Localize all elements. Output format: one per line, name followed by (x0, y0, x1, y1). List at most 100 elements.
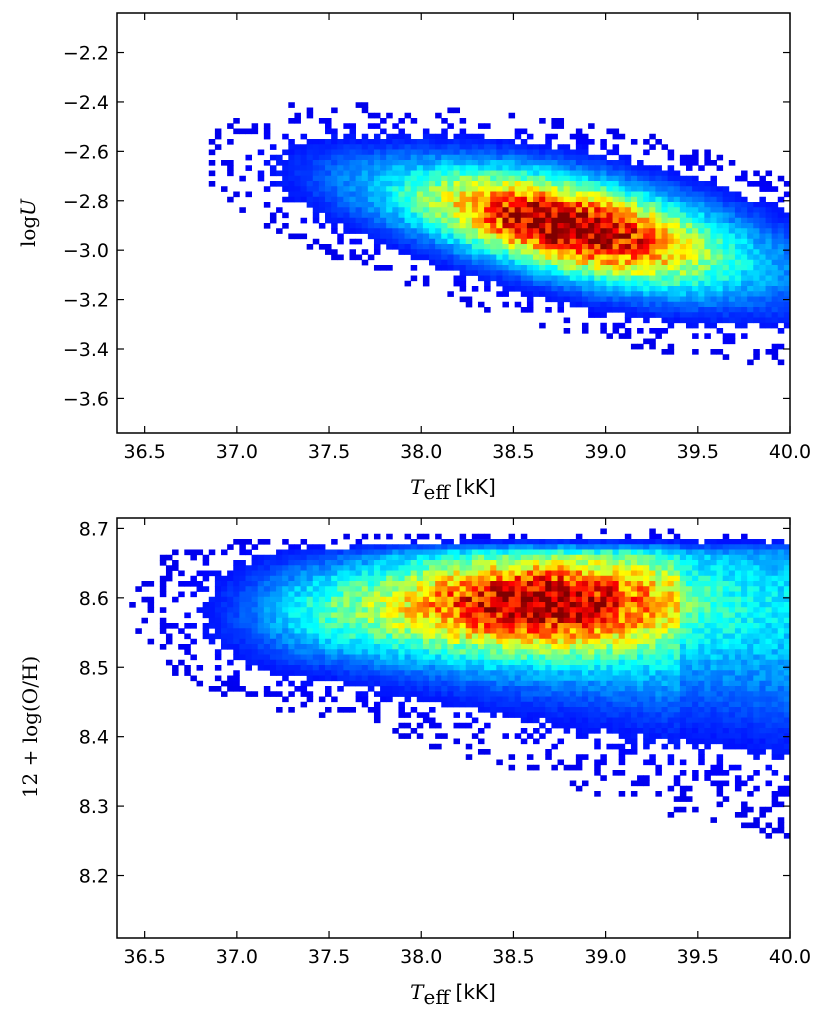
heatmap-cell (630, 560, 638, 566)
heatmap-cell (765, 233, 773, 240)
heatmap-cell (331, 628, 338, 634)
heatmap-cell (624, 270, 632, 276)
heatmap-cell (502, 170, 509, 177)
heatmap-cell (214, 602, 222, 608)
heatmap-cell (294, 586, 301, 592)
heatmap-cell (447, 233, 454, 240)
heatmap-cell (520, 665, 528, 671)
heatmap-cell (318, 633, 326, 640)
heatmap-cell (276, 160, 283, 166)
heatmap-cell (649, 328, 656, 334)
heatmap-cell (563, 612, 571, 619)
heatmap-logu (208, 102, 791, 366)
heatmap-cell (520, 623, 528, 629)
heatmap-cell (300, 554, 308, 561)
heatmap-cell (447, 259, 454, 266)
heatmap-cell (581, 296, 589, 303)
heatmap-cell (404, 170, 412, 177)
heatmap-cell (563, 717, 571, 724)
heatmap-cell (422, 217, 430, 224)
heatmap-cell (612, 296, 620, 303)
heatmap-cell (673, 212, 681, 219)
heatmap-cell (606, 670, 613, 676)
heatmap-cell (465, 701, 473, 708)
heatmap-cell (630, 312, 638, 318)
heatmap-cell (398, 223, 405, 229)
heatmap-cell (367, 570, 375, 577)
heatmap-cell (655, 307, 662, 313)
heatmap-cell (190, 623, 197, 629)
heatmap-cell (361, 680, 369, 687)
heatmap-cell (165, 623, 173, 629)
heatmap-cell (245, 628, 252, 634)
heatmap-cell (380, 680, 387, 687)
heatmap-cell (655, 722, 662, 729)
heatmap-cell (422, 712, 430, 718)
heatmap-cell (343, 675, 350, 682)
heatmap-cell (520, 654, 528, 661)
heatmap-cell (398, 628, 405, 634)
heatmap-cell (581, 265, 589, 271)
heatmap-cell (600, 759, 607, 766)
heatmap-cell (643, 696, 650, 703)
heatmap-cell (655, 328, 662, 334)
heatmap-cell (459, 586, 467, 592)
heatmap-cell (282, 196, 289, 203)
heatmap-cell (606, 160, 613, 166)
heatmap-cell (331, 554, 338, 561)
heatmap-cell (484, 686, 491, 692)
heatmap-cell (435, 233, 442, 240)
heatmap-cell (288, 628, 295, 634)
heatmap-cell (404, 596, 412, 603)
heatmap-cell (429, 654, 436, 661)
heatmap-cell (771, 259, 779, 266)
heatmap-cell (771, 296, 779, 303)
heatmap-cell (569, 170, 577, 177)
heatmap-cell (447, 575, 454, 582)
heatmap-cell (606, 544, 613, 550)
heatmap-cell (349, 707, 357, 713)
heatmap-cell (441, 191, 448, 198)
heatmap-cell (435, 170, 442, 177)
heatmap-cell (508, 249, 516, 255)
heatmap-cell (618, 249, 626, 255)
heatmap-cell (526, 233, 534, 240)
heatmap-cell (539, 696, 546, 703)
heatmap-cell (630, 181, 638, 187)
heatmap-cell (471, 670, 479, 676)
heatmap-cell (380, 612, 387, 619)
heatmap-cell (759, 217, 766, 224)
heatmap-cell (416, 165, 424, 171)
heatmap-cell (380, 165, 387, 171)
heatmap-cell (471, 654, 479, 661)
heatmap-cell (643, 549, 650, 556)
heatmap-cell (172, 670, 179, 676)
heatmap-cell (692, 181, 699, 187)
heatmap-cell (465, 160, 473, 166)
heatmap-cell (759, 186, 766, 192)
heatmap-cell (551, 149, 558, 156)
heatmap-cell (575, 207, 583, 213)
heatmap-cell (367, 659, 375, 666)
heatmap-cell (759, 223, 766, 229)
heatmap-cell (447, 202, 454, 208)
heatmap-cell (600, 270, 607, 276)
heatmap-cell (673, 233, 681, 240)
heatmap-cell (581, 133, 589, 140)
heatmap-cell (410, 623, 418, 629)
heatmap-cell (557, 123, 565, 129)
heatmap-cell (514, 607, 522, 613)
heatmap-cell (606, 539, 613, 545)
heatmap-cell (447, 581, 454, 587)
heatmap-cell (441, 238, 448, 245)
heatmap-cell (655, 701, 662, 708)
heatmap-cell (520, 170, 528, 177)
heatmap-cell (667, 149, 675, 156)
heatmap-cell (361, 249, 369, 255)
heatmap-cell (575, 549, 583, 556)
heatmap-cell (612, 223, 620, 229)
heatmap-cell (765, 286, 773, 292)
heatmap-cell (624, 539, 632, 545)
heatmap-cell (667, 659, 675, 666)
heatmap-cell (184, 670, 191, 676)
